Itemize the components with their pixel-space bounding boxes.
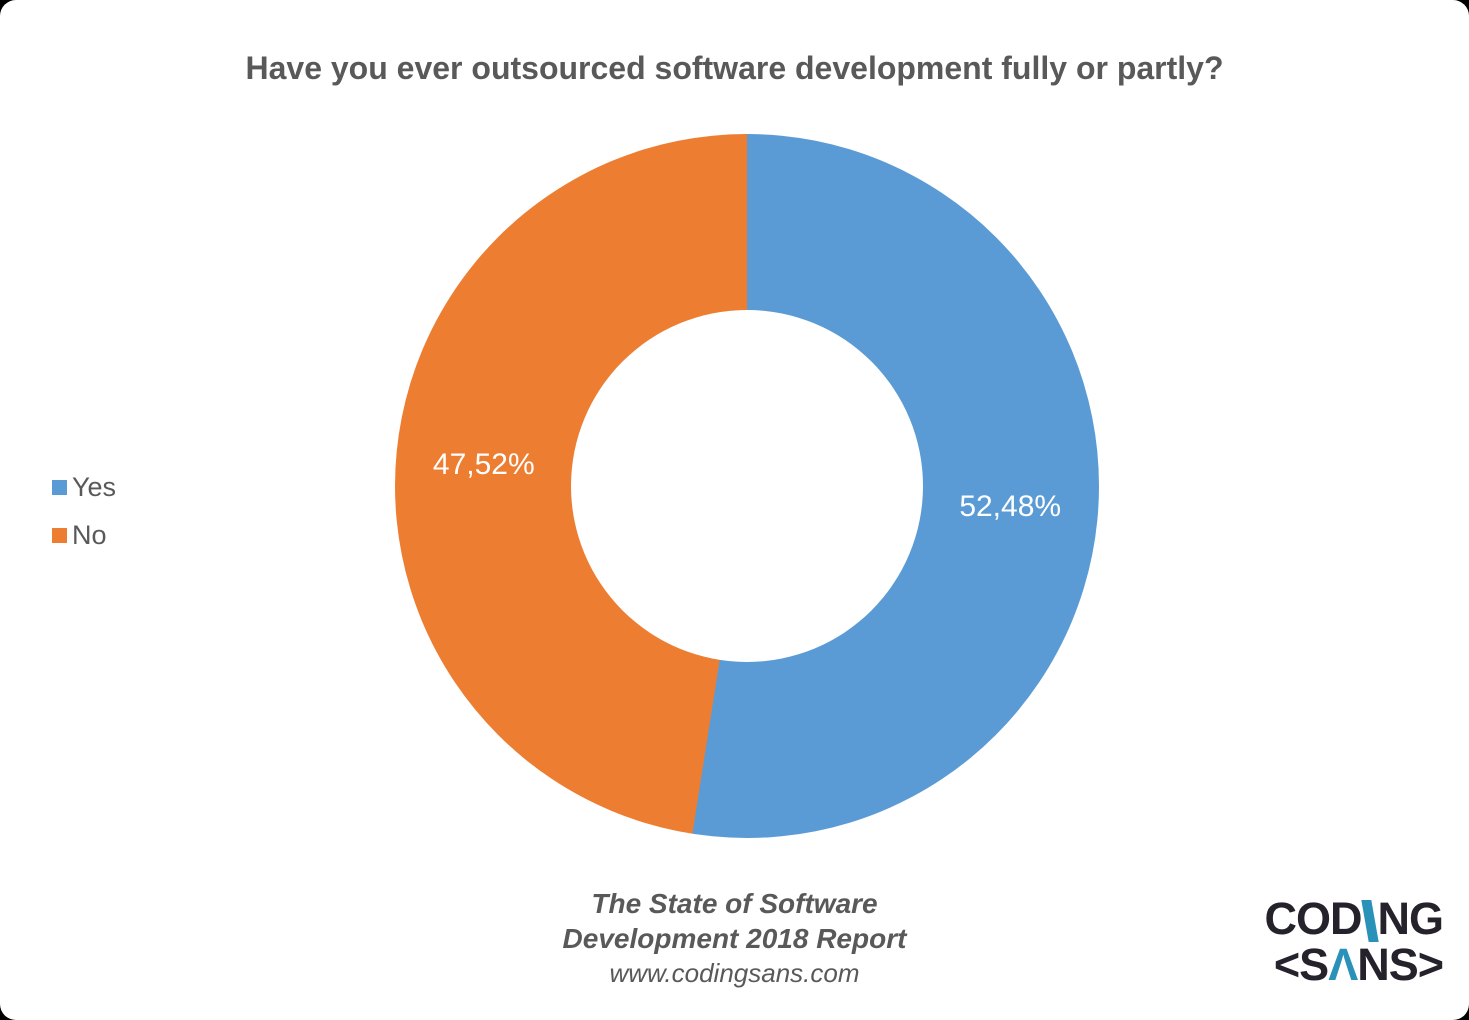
source-line-2: Development 2018 Report [562,923,907,954]
chart-title: Have you ever outsourced software develo… [245,50,1224,86]
legend: Yes No [52,472,116,568]
source-line-1: The State of Software [591,888,878,919]
logo-slash-icon [1360,900,1379,942]
logo-text-ng: NG [1377,893,1444,944]
logo-text-ns-close-bracket: NS> [1357,939,1444,990]
legend-item-no: No [52,520,116,550]
legend-item-yes: Yes [52,472,116,502]
logo-text-cod: COD [1264,893,1363,944]
logo-lambda-icon: Λ [1328,939,1358,990]
logo-line-coding: COD NG [1265,896,1444,942]
source-citation: The State of Software Development 2018 R… [0,886,1469,990]
slice-label-no: 47,52% [432,448,535,482]
logo-text-open-bracket-s: <S [1273,939,1329,990]
source-url: www.codingsans.com [609,958,860,988]
legend-marker-no [52,527,67,543]
donut-hole [571,310,923,662]
logo-line-sans: <SΛNS> [1265,942,1444,987]
codingsans-logo: COD NG <SΛNS> [1265,896,1444,987]
donut-chart: 52,48% 47,52% [395,134,1099,838]
slice-label-yes: 52,48% [959,489,1062,523]
legend-label-no: No [72,520,107,550]
legend-label-yes: Yes [72,472,117,502]
legend-marker-yes [52,479,67,495]
